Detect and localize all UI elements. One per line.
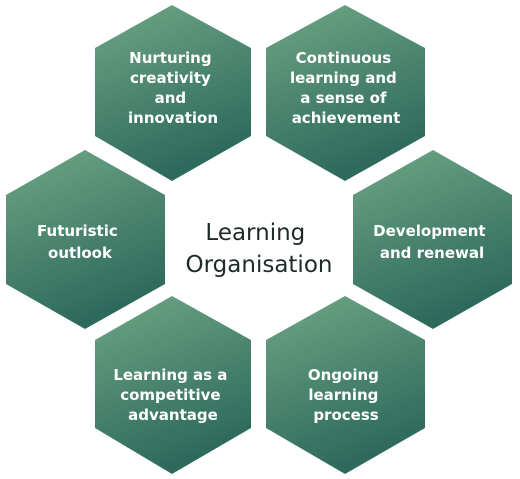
- hex-shape: [95, 5, 251, 181]
- hex-label: Nurturing creativity and innovation: [128, 49, 218, 127]
- hex-futuristic-outlook: Futuristic outlook: [6, 150, 165, 329]
- hex-label: Learning as a competitive advantage: [113, 366, 232, 424]
- hex-development-renewal: Development and renewal: [353, 150, 512, 329]
- hex-shape: [6, 150, 165, 329]
- hex-shape: [266, 5, 425, 181]
- hex-label: Continuous learning and a sense of achie…: [290, 49, 402, 127]
- center-title: Learning Organisation: [186, 220, 333, 278]
- hex-ongoing-learning: Ongoing learning process: [266, 296, 425, 474]
- hex-nurturing-creativity: Nurturing creativity and innovation: [95, 5, 251, 181]
- hex-continuous-learning: Continuous learning and a sense of achie…: [266, 5, 425, 181]
- hex-label: Development and renewal: [373, 222, 491, 262]
- hex-competitive-advantage: Learning as a competitive advantage: [95, 296, 251, 474]
- hex-label: Futuristic outlook: [37, 222, 123, 262]
- hex-shape: [266, 296, 425, 474]
- hex-shape: [353, 150, 512, 329]
- hex-shape: [95, 296, 251, 474]
- hex-label: Ongoing learning process: [308, 366, 384, 424]
